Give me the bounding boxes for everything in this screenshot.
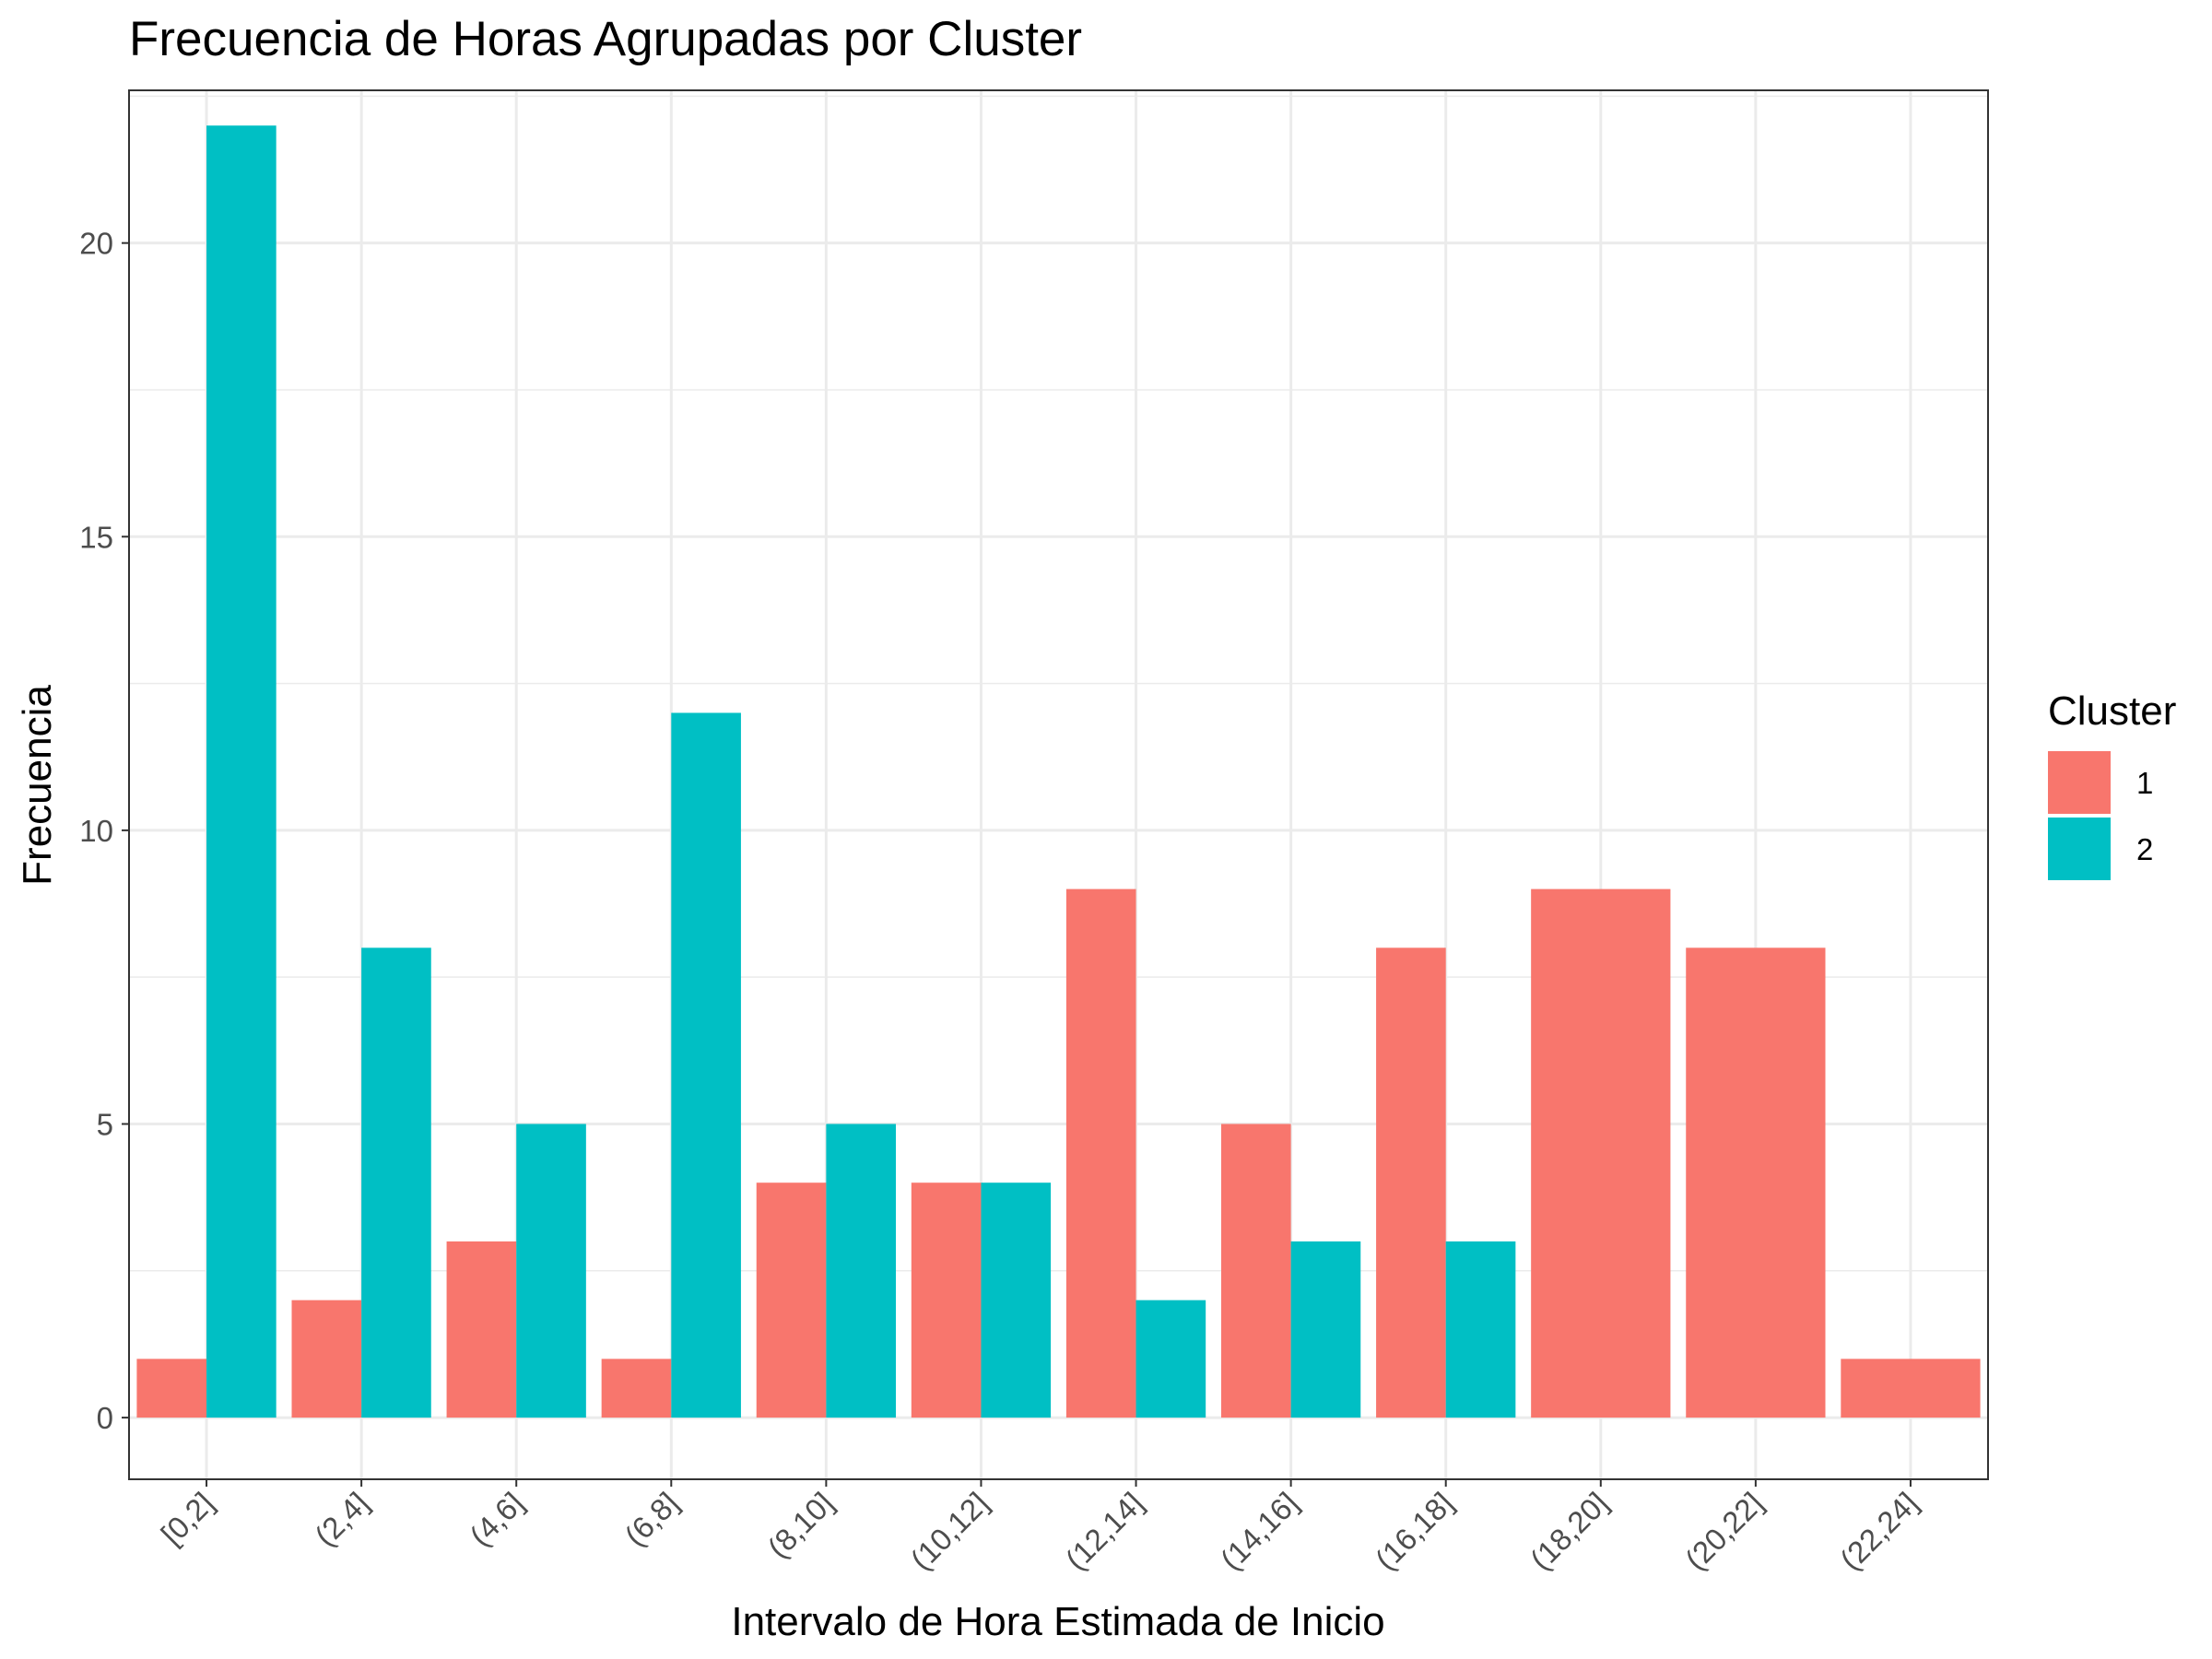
bar-cluster-2 — [1135, 1300, 1206, 1418]
x-axis: [0,2] (2,4] (4,6] (6,8] (8,10] (10,12] (12,14]… — [154, 1479, 1924, 1577]
x-tick-label: (12,14] — [1059, 1486, 1150, 1577]
bar-cluster-1 — [1841, 1359, 1981, 1418]
x-tick-label: (10,12] — [904, 1486, 995, 1577]
x-tick-label: (4,6] — [463, 1486, 530, 1553]
legend-key-1 — [2048, 751, 2111, 814]
y-tick-label: 5 — [97, 1107, 113, 1141]
bar-cluster-1 — [291, 1300, 362, 1418]
x-axis-title: Intervalo de Hora Estimada de Inicio — [731, 1599, 1384, 1644]
bar-cluster-2 — [1445, 1241, 1516, 1418]
chart-title: Frecuencia de Horas Agrupadas por Cluste… — [129, 12, 1082, 66]
bars-group — [136, 125, 1981, 1418]
y-axis-title: Frecuencia — [15, 685, 60, 886]
legend-label: 2 — [2136, 832, 2153, 866]
bar-cluster-2 — [1290, 1241, 1361, 1418]
x-tick-label: (18,20] — [1524, 1486, 1615, 1577]
x-tick-label: (14,16] — [1214, 1486, 1305, 1577]
y-tick-label: 0 — [97, 1401, 113, 1435]
legend: Cluster 1 2 — [2048, 688, 2176, 880]
bar-cluster-1 — [1531, 888, 1671, 1418]
x-tick-label: (8,10] — [760, 1486, 840, 1565]
bar-cluster-2 — [671, 712, 741, 1418]
legend-label: 1 — [2136, 766, 2153, 800]
bar-cluster-1 — [1686, 947, 1826, 1418]
x-tick-label: (20,22] — [1678, 1486, 1770, 1577]
legend-title: Cluster — [2048, 688, 2176, 734]
bar-cluster-1 — [1065, 888, 1136, 1418]
bar-cluster-1 — [911, 1182, 982, 1418]
bar-cluster-2 — [826, 1124, 897, 1418]
x-tick-label: (22,24] — [1833, 1486, 1924, 1577]
bar-cluster-1 — [1220, 1124, 1291, 1418]
x-tick-label: [0,2] — [154, 1486, 220, 1552]
bar-cluster-1 — [446, 1241, 517, 1418]
panel-border — [128, 89, 1989, 1480]
bar-cluster-1 — [1376, 947, 1446, 1418]
bar-cluster-2 — [516, 1124, 586, 1418]
y-tick-label: 20 — [79, 227, 113, 261]
y-tick-label: 15 — [79, 520, 113, 554]
bar-cluster-2 — [206, 125, 276, 1418]
x-tick-label: (2,4] — [308, 1486, 375, 1553]
x-tick-label: (6,8] — [618, 1486, 685, 1553]
bar-cluster-2 — [361, 947, 431, 1418]
bar-cluster-1 — [601, 1359, 672, 1418]
legend-key-2 — [2048, 818, 2111, 880]
bar-cluster-1 — [136, 1359, 207, 1418]
bar-cluster-2 — [981, 1182, 1052, 1418]
bar-cluster-1 — [756, 1182, 827, 1418]
y-tick-label: 10 — [79, 814, 113, 848]
y-axis: 0 5 10 15 20 — [79, 227, 129, 1435]
x-tick-label: (16,18] — [1369, 1486, 1460, 1577]
